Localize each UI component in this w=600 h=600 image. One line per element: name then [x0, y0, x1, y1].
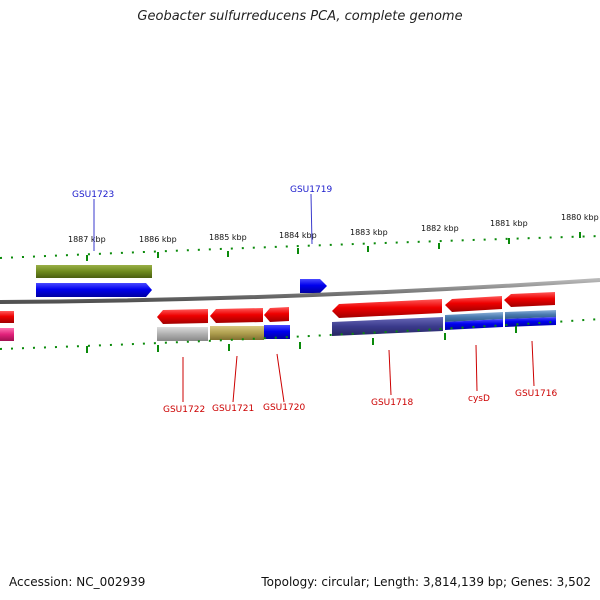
cog-bar-gsu1718[interactable]	[332, 317, 443, 336]
gene-gsu1719[interactable]	[300, 279, 327, 293]
scale-label: 1880 kbp	[561, 213, 599, 222]
scale-label: 1883 kbp	[350, 228, 388, 237]
genome-summary-text: Topology: circular; Length: 3,814,139 bp…	[261, 575, 591, 589]
cog-bar-gsu1722[interactable]	[157, 327, 208, 341]
label-leader-lines	[93, 193, 535, 403]
scale-label: 1881 kbp	[490, 219, 528, 228]
cog-bar-gsu1721[interactable]	[210, 326, 264, 340]
scale-label: 1884 kbp	[279, 231, 317, 240]
gene-gsu1722[interactable]	[157, 309, 208, 324]
gene-label-gsu1723[interactable]: GSU1723	[72, 190, 114, 200]
gene-label-gsu1716[interactable]: GSU1716	[515, 389, 557, 399]
map-title: Geobacter sulfurreducens PCA, complete g…	[137, 9, 463, 24]
genome-backbone	[0, 278, 600, 304]
scale-label: 1882 kbp	[421, 224, 459, 233]
gene-gsu1721[interactable]	[210, 308, 263, 323]
gene-label-gsu1722[interactable]: GSU1722	[163, 405, 205, 415]
scale-labels: 1887 kbp 1886 kbp 1885 kbp 1884 kbp 1883…	[68, 213, 599, 244]
cog-bar-cysd-bottom[interactable]	[445, 319, 503, 330]
gene-label-gsu1720[interactable]: GSU1720	[263, 403, 305, 413]
gene-label-gsu1721[interactable]: GSU1721	[212, 404, 254, 414]
gene-gsu1718[interactable]	[332, 299, 442, 318]
cog-bar-gsu1720[interactable]	[264, 325, 290, 339]
gene-gsu1716[interactable]	[504, 292, 555, 307]
gene-gsu1723[interactable]	[36, 283, 152, 297]
forward-strand-track	[36, 265, 327, 297]
scale-label: 1887 kbp	[68, 235, 106, 244]
gene-label-cysd[interactable]: cysD	[468, 394, 490, 404]
scale-label: 1885 kbp	[209, 233, 247, 242]
accession-text: Accession: NC_002939	[9, 575, 146, 589]
scale-label: 1886 kbp	[139, 235, 177, 244]
upper-scale-ruler	[0, 232, 600, 261]
gene-label-gsu1719[interactable]: GSU1719	[290, 185, 332, 195]
gene-cysd[interactable]	[445, 296, 502, 312]
gene-label-gsu1718[interactable]: GSU1718	[371, 398, 413, 408]
gene-gsu1720[interactable]	[264, 307, 289, 322]
gene-labels: GSU1723 GSU1719 GSU1722 GSU1721 GSU1720 …	[72, 185, 557, 415]
cog-bar-left-edge[interactable]	[0, 328, 14, 341]
lower-scale-ruler	[0, 318, 600, 353]
gene-left-edge[interactable]	[0, 311, 14, 323]
cog-bar-cysd-top[interactable]	[445, 312, 503, 322]
cog-bar-gsu1716-top[interactable]	[505, 310, 556, 319]
reverse-strand-track	[0, 292, 556, 341]
cog-bar-gsu1723[interactable]	[36, 265, 152, 278]
